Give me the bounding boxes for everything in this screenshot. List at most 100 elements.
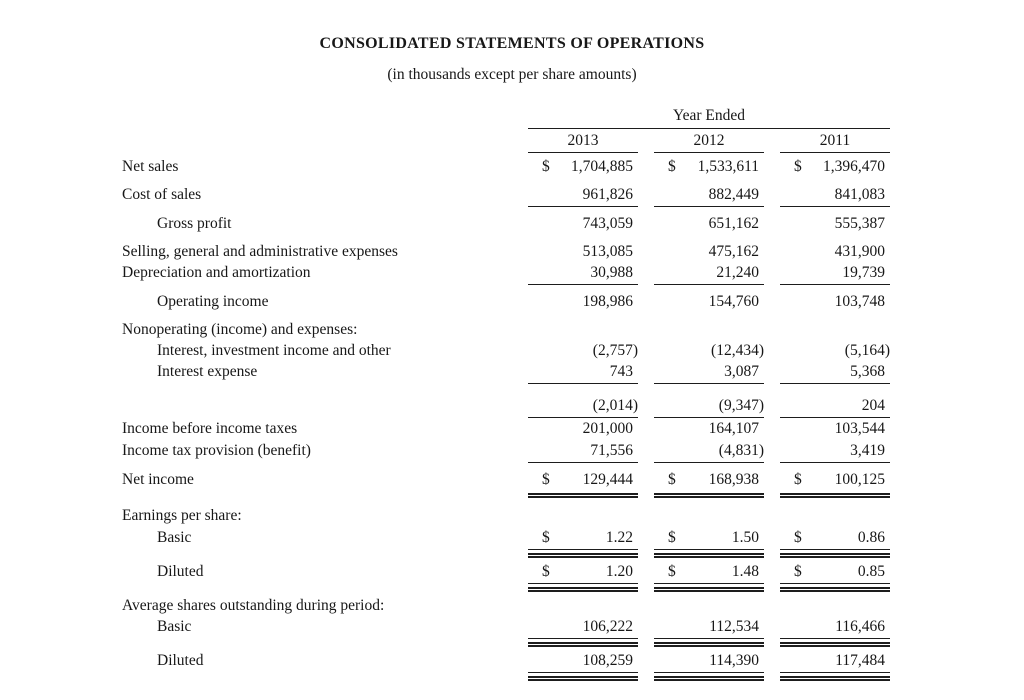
value-cell: $1,396,470 — [780, 157, 890, 178]
dollar-sign: $ — [542, 529, 550, 546]
value-cell: 3,419 — [780, 441, 890, 463]
value-cell: (2,757) — [528, 341, 638, 362]
amount: 106,222 — [582, 618, 633, 635]
row-nonoperating-header: Nonoperating (income) and expenses: — [122, 320, 890, 340]
value-cell: 198,986 — [528, 292, 638, 313]
row-sga-expenses: Selling, general and administrative expe… — [122, 242, 890, 263]
amount: 154,760 — [708, 293, 759, 310]
amount: 108,259 — [582, 652, 633, 669]
row-income-before-taxes: Income before income taxes 201,000 164,1… — [122, 419, 890, 440]
value-cell: (9,347) — [654, 396, 764, 418]
amount: 1.50 — [731, 529, 759, 546]
value-cell — [654, 506, 764, 526]
row-interest-investment-income: Interest, investment income and other (2… — [122, 341, 890, 362]
value-cell: 30,988 — [528, 263, 638, 285]
amount: 117,484 — [835, 652, 885, 669]
value-cell: 103,544 — [780, 419, 890, 440]
row-cost-of-sales: Cost of sales 961,826 882,449 841,083 — [122, 185, 890, 207]
amount: 743,059 — [582, 215, 633, 232]
value-cell: 743,059 — [528, 214, 638, 235]
value-cell: 116,466 — [780, 617, 890, 647]
amount: 513,085 — [582, 243, 633, 260]
amount: 201,000 — [582, 420, 633, 437]
amount: 168,938 — [708, 471, 759, 488]
amount: 1.20 — [605, 563, 633, 580]
value-cell: $0.85 — [780, 562, 890, 592]
amount: 1.48 — [731, 563, 759, 580]
dollar-sign: $ — [794, 529, 802, 546]
value-cell: 475,162 — [654, 242, 764, 263]
amount: 103,748 — [834, 293, 885, 310]
value-cell: 555,387 — [780, 214, 890, 235]
dollar-sign: $ — [794, 563, 802, 580]
amount: 30,988 — [590, 264, 633, 281]
value-cell: 71,556 — [528, 441, 638, 463]
amount: (2,757) — [592, 342, 638, 359]
amount: 841,083 — [834, 186, 885, 203]
amount: 21,240 — [716, 264, 759, 281]
spacer — [122, 106, 512, 129]
value-cell: $168,938 — [654, 470, 764, 498]
year-header-row: 2013 2012 2011 — [122, 131, 890, 153]
amount: 114,390 — [709, 652, 759, 669]
amount: 961,826 — [582, 186, 633, 203]
spacer — [122, 131, 512, 153]
value-cell: 882,449 — [654, 185, 764, 207]
row-eps-header: Earnings per share: — [122, 506, 890, 526]
row-interest-expense: Interest expense 743 3,087 5,368 — [122, 362, 890, 384]
amount: 0.86 — [857, 529, 885, 546]
value-cell: 841,083 — [780, 185, 890, 207]
value-cell: 112,534 — [654, 617, 764, 647]
row-depreciation-amortization: Depreciation and amortization 30,988 21,… — [122, 263, 890, 285]
value-cell — [528, 506, 638, 526]
dollar-sign: $ — [668, 563, 676, 580]
value-cell: 108,259 — [528, 651, 638, 681]
value-cell: (4,831) — [654, 441, 764, 463]
value-cell — [780, 320, 890, 340]
amount: 555,387 — [834, 215, 885, 232]
value-cell: 103,748 — [780, 292, 890, 313]
amount: 198,986 — [582, 293, 633, 310]
amount: 112,534 — [709, 618, 759, 635]
amount: 5,368 — [850, 363, 885, 380]
row-avg-shares-diluted: Diluted 108,259 114,390 117,484 — [122, 651, 890, 681]
amount: (2,014) — [592, 397, 638, 414]
value-cell: 114,390 — [654, 651, 764, 681]
row-income-tax-provision: Income tax provision (benefit) 71,556 (4… — [122, 441, 890, 463]
value-cell: $1.20 — [528, 562, 638, 592]
value-cell: 164,107 — [654, 419, 764, 440]
value-cell: 201,000 — [528, 419, 638, 440]
value-cell — [654, 596, 764, 616]
amount: 475,162 — [708, 243, 759, 260]
amount: 3,087 — [724, 363, 759, 380]
column-header-2011: 2011 — [780, 131, 890, 153]
value-cell: $129,444 — [528, 470, 638, 498]
value-cell: 743 — [528, 362, 638, 384]
value-cell: $1.48 — [654, 562, 764, 592]
value-cell — [780, 596, 890, 616]
amount: 164,107 — [708, 420, 759, 437]
row-eps-basic: Basic $1.22 $1.50 $0.86 — [122, 528, 890, 558]
amount: (9,347) — [718, 397, 764, 414]
statement-subtitle: (in thousands except per share amounts) — [387, 66, 637, 83]
amount: 19,739 — [842, 264, 885, 281]
row-gross-profit: Gross profit 743,059 651,162 555,387 — [122, 214, 890, 235]
row-net-income: Net income $129,444 $168,938 $100,125 — [122, 470, 890, 498]
amount: (4,831) — [718, 442, 764, 459]
amount: 204 — [861, 397, 885, 414]
dollar-sign: $ — [668, 471, 676, 488]
value-cell: 106,222 — [528, 617, 638, 647]
value-cell — [528, 596, 638, 616]
statement-title: CONSOLIDATED STATEMENTS OF OPERATIONS — [319, 35, 705, 52]
amount: 129,444 — [582, 471, 633, 488]
value-cell: (12,434) — [654, 341, 764, 362]
period-header: Year Ended — [528, 106, 890, 129]
dollar-sign: $ — [542, 471, 550, 488]
column-header-2013: 2013 — [528, 131, 638, 153]
statement-table: Year Ended 2013 2012 2011 Net sales $1,7… — [122, 106, 890, 681]
amount: 103,544 — [834, 420, 885, 437]
dollar-sign: $ — [542, 563, 550, 580]
value-cell: $1.22 — [528, 528, 638, 558]
dollar-sign: $ — [794, 158, 802, 175]
value-cell: 513,085 — [528, 242, 638, 263]
